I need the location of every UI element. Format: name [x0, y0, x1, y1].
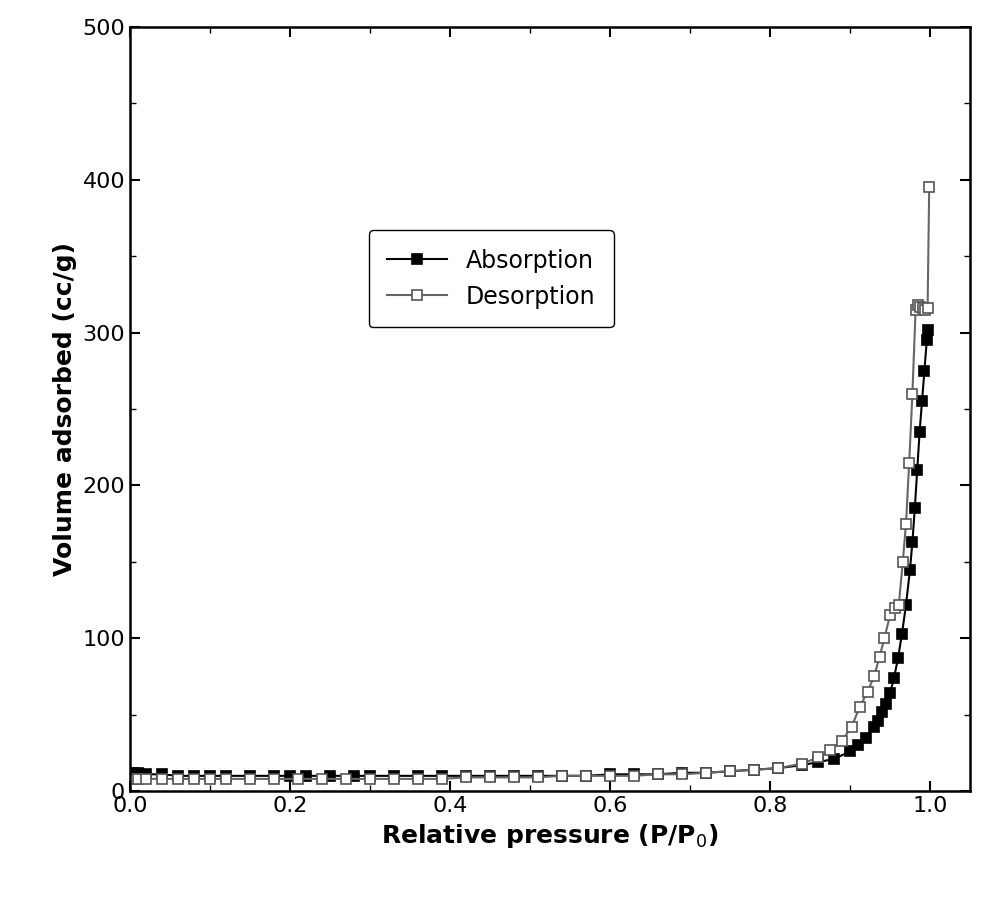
Desorption: [532, 772, 544, 783]
Absorption: [844, 746, 856, 757]
Y-axis label: Volume adsorbed (cc/g): Volume adsorbed (cc/g): [53, 242, 77, 576]
Desorption: [128, 773, 140, 784]
Absorption: [132, 768, 144, 779]
Absorption: [172, 770, 184, 781]
Desorption: [364, 773, 376, 784]
Desorption: [292, 773, 304, 784]
Absorption: [888, 672, 900, 683]
Absorption: [532, 770, 544, 781]
Desorption: [204, 773, 216, 784]
Desorption: [922, 303, 934, 314]
Absorption: [796, 760, 808, 770]
Absorption: [128, 768, 140, 779]
Desorption: [910, 304, 922, 316]
Line: Desorption: Desorption: [129, 182, 934, 784]
Desorption: [923, 182, 935, 193]
Legend: Absorption, Desorption: Absorption, Desorption: [369, 230, 614, 327]
Line: Absorption: Absorption: [129, 325, 933, 780]
X-axis label: Relative pressure (P/P$_0$): Relative pressure (P/P$_0$): [381, 822, 719, 850]
Absorption: [922, 325, 934, 335]
Absorption: [860, 732, 872, 743]
